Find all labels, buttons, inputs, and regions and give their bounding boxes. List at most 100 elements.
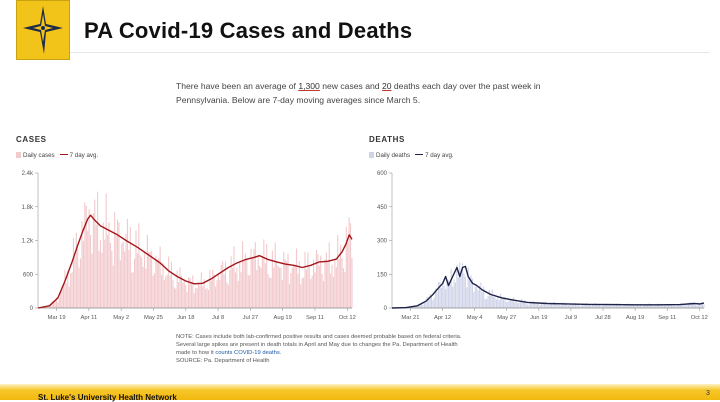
deaths-daily-bar (442, 281, 443, 308)
cases-daily-bar (93, 213, 94, 308)
deaths-x-tick-label: Aug 19 (626, 315, 644, 321)
cases-daily-bar (343, 268, 344, 308)
deaths-daily-bar (552, 304, 553, 308)
cases-daily-bar (266, 244, 267, 308)
deaths-daily-bar (449, 283, 450, 308)
deaths-daily-bar (490, 296, 491, 308)
cases-daily-bar (185, 285, 186, 308)
cases-daily-bar (50, 306, 51, 308)
cases-daily-bar (229, 270, 230, 308)
cases-daily-bar (262, 258, 263, 308)
cases-daily-bar (246, 259, 247, 308)
cases-x-tick-label: Jun 18 (177, 315, 194, 321)
deaths-daily-bar (494, 297, 495, 308)
deaths-x-tick-label: Oct 12 (691, 315, 708, 321)
cases-daily-bar (324, 260, 325, 308)
deaths-y-tick-label: 0 (384, 306, 388, 312)
deaths-daily-bar (456, 265, 457, 308)
cases-daily-bar (329, 242, 330, 308)
cases-daily-bar (151, 251, 152, 308)
cases-daily-bar (233, 246, 234, 308)
deaths-x-tick-label: Jun 19 (530, 315, 547, 321)
deaths-daily-bar (441, 288, 442, 308)
cases-daily-bar (94, 200, 95, 308)
deaths-daily-bar (493, 297, 494, 308)
cases-daily-bar (255, 242, 256, 308)
deaths-daily-bar (595, 303, 596, 308)
cases-x-tick-label: Apr 11 (81, 315, 98, 321)
cases-daily-bar (66, 283, 67, 308)
counts-deaths-link[interactable]: counts COVID-19 deaths (215, 350, 279, 356)
cases-daily-bar (184, 280, 185, 308)
deaths-daily-bar (572, 305, 573, 308)
deaths-daily-bar (431, 297, 432, 308)
cases-daily-bar (96, 225, 97, 308)
cases-daily-bar (272, 251, 273, 308)
cases-daily-bar (130, 227, 131, 308)
deaths-daily-bar (588, 305, 589, 308)
deaths-daily-bar (514, 302, 515, 308)
page-number: 3 (706, 390, 710, 397)
note-line-3: made to how it counts COVID-19 deaths. (176, 349, 556, 357)
deaths-daily-bar (564, 304, 565, 308)
deaths-daily-bar (486, 299, 487, 308)
deaths-daily-bar (502, 297, 503, 308)
deaths-daily-bar (593, 305, 594, 308)
cases-daily-bar (232, 268, 233, 308)
cases-daily-bar (131, 273, 132, 308)
cases-daily-bar (124, 251, 125, 308)
cases-daily-bar (258, 255, 259, 308)
cases-daily-bar (259, 266, 260, 308)
cases-legend-line: 7 day avg. (70, 152, 99, 159)
cases-daily-bar (84, 203, 85, 308)
cases-daily-bar (222, 261, 223, 308)
cases-daily-bar (231, 256, 232, 308)
deaths-daily-bar (473, 292, 474, 308)
deaths-x-tick-label: Sep 11 (658, 315, 676, 321)
cases-daily-bar (116, 235, 117, 308)
deaths-daily-bar (479, 286, 480, 308)
deaths-daily-bar (455, 283, 456, 308)
cases-daily-bar (111, 251, 112, 308)
slide-header: PA Covid-19 Cases and Deaths (0, 0, 720, 62)
deaths-daily-bar (497, 297, 498, 308)
cases-daily-bar (83, 241, 84, 308)
deaths-daily-bar (685, 306, 686, 308)
cases-y-tick-label: 0 (30, 306, 34, 312)
cases-daily-bar (104, 240, 105, 308)
cases-daily-bar (334, 260, 335, 308)
deaths-daily-bar (428, 299, 429, 308)
cases-daily-bar (202, 286, 203, 308)
deaths-daily-bar (451, 269, 452, 308)
cases-daily-bar (107, 235, 108, 308)
deaths-daily-bar (586, 303, 587, 308)
deaths-x-tick-label: May 27 (497, 315, 516, 321)
cases-daily-bar (299, 261, 300, 308)
deaths-daily-bar (682, 305, 683, 308)
cases-daily-bar (164, 280, 165, 308)
cases-daily-bar (171, 262, 172, 308)
deaths-average: 20 (382, 81, 392, 91)
star-cross-logo-icon (21, 4, 65, 56)
cases-daily-bar (168, 256, 169, 308)
cases-x-tick-label: Jul 8 (212, 315, 224, 321)
cases-daily-bar (252, 259, 253, 308)
cases-daily-bar (316, 250, 317, 308)
cases-daily-bar (195, 288, 196, 308)
cases-daily-bar (197, 288, 198, 308)
deaths-daily-bar (559, 305, 560, 308)
cases-daily-bar (280, 268, 281, 308)
cases-daily-bar (269, 278, 270, 308)
cases-daily-bar (134, 259, 135, 308)
cases-daily-bar (114, 212, 115, 308)
cases-daily-bar (263, 239, 264, 308)
cases-daily-bar (138, 223, 139, 308)
cases-daily-bar (89, 209, 90, 308)
cases-daily-bar (178, 282, 179, 308)
cases-daily-bar (273, 268, 274, 308)
deaths-daily-bar (664, 306, 665, 308)
cases-x-tick-label: Sep 11 (306, 315, 324, 321)
deaths-daily-bar (463, 273, 464, 308)
cases-daily-bar (333, 277, 334, 308)
